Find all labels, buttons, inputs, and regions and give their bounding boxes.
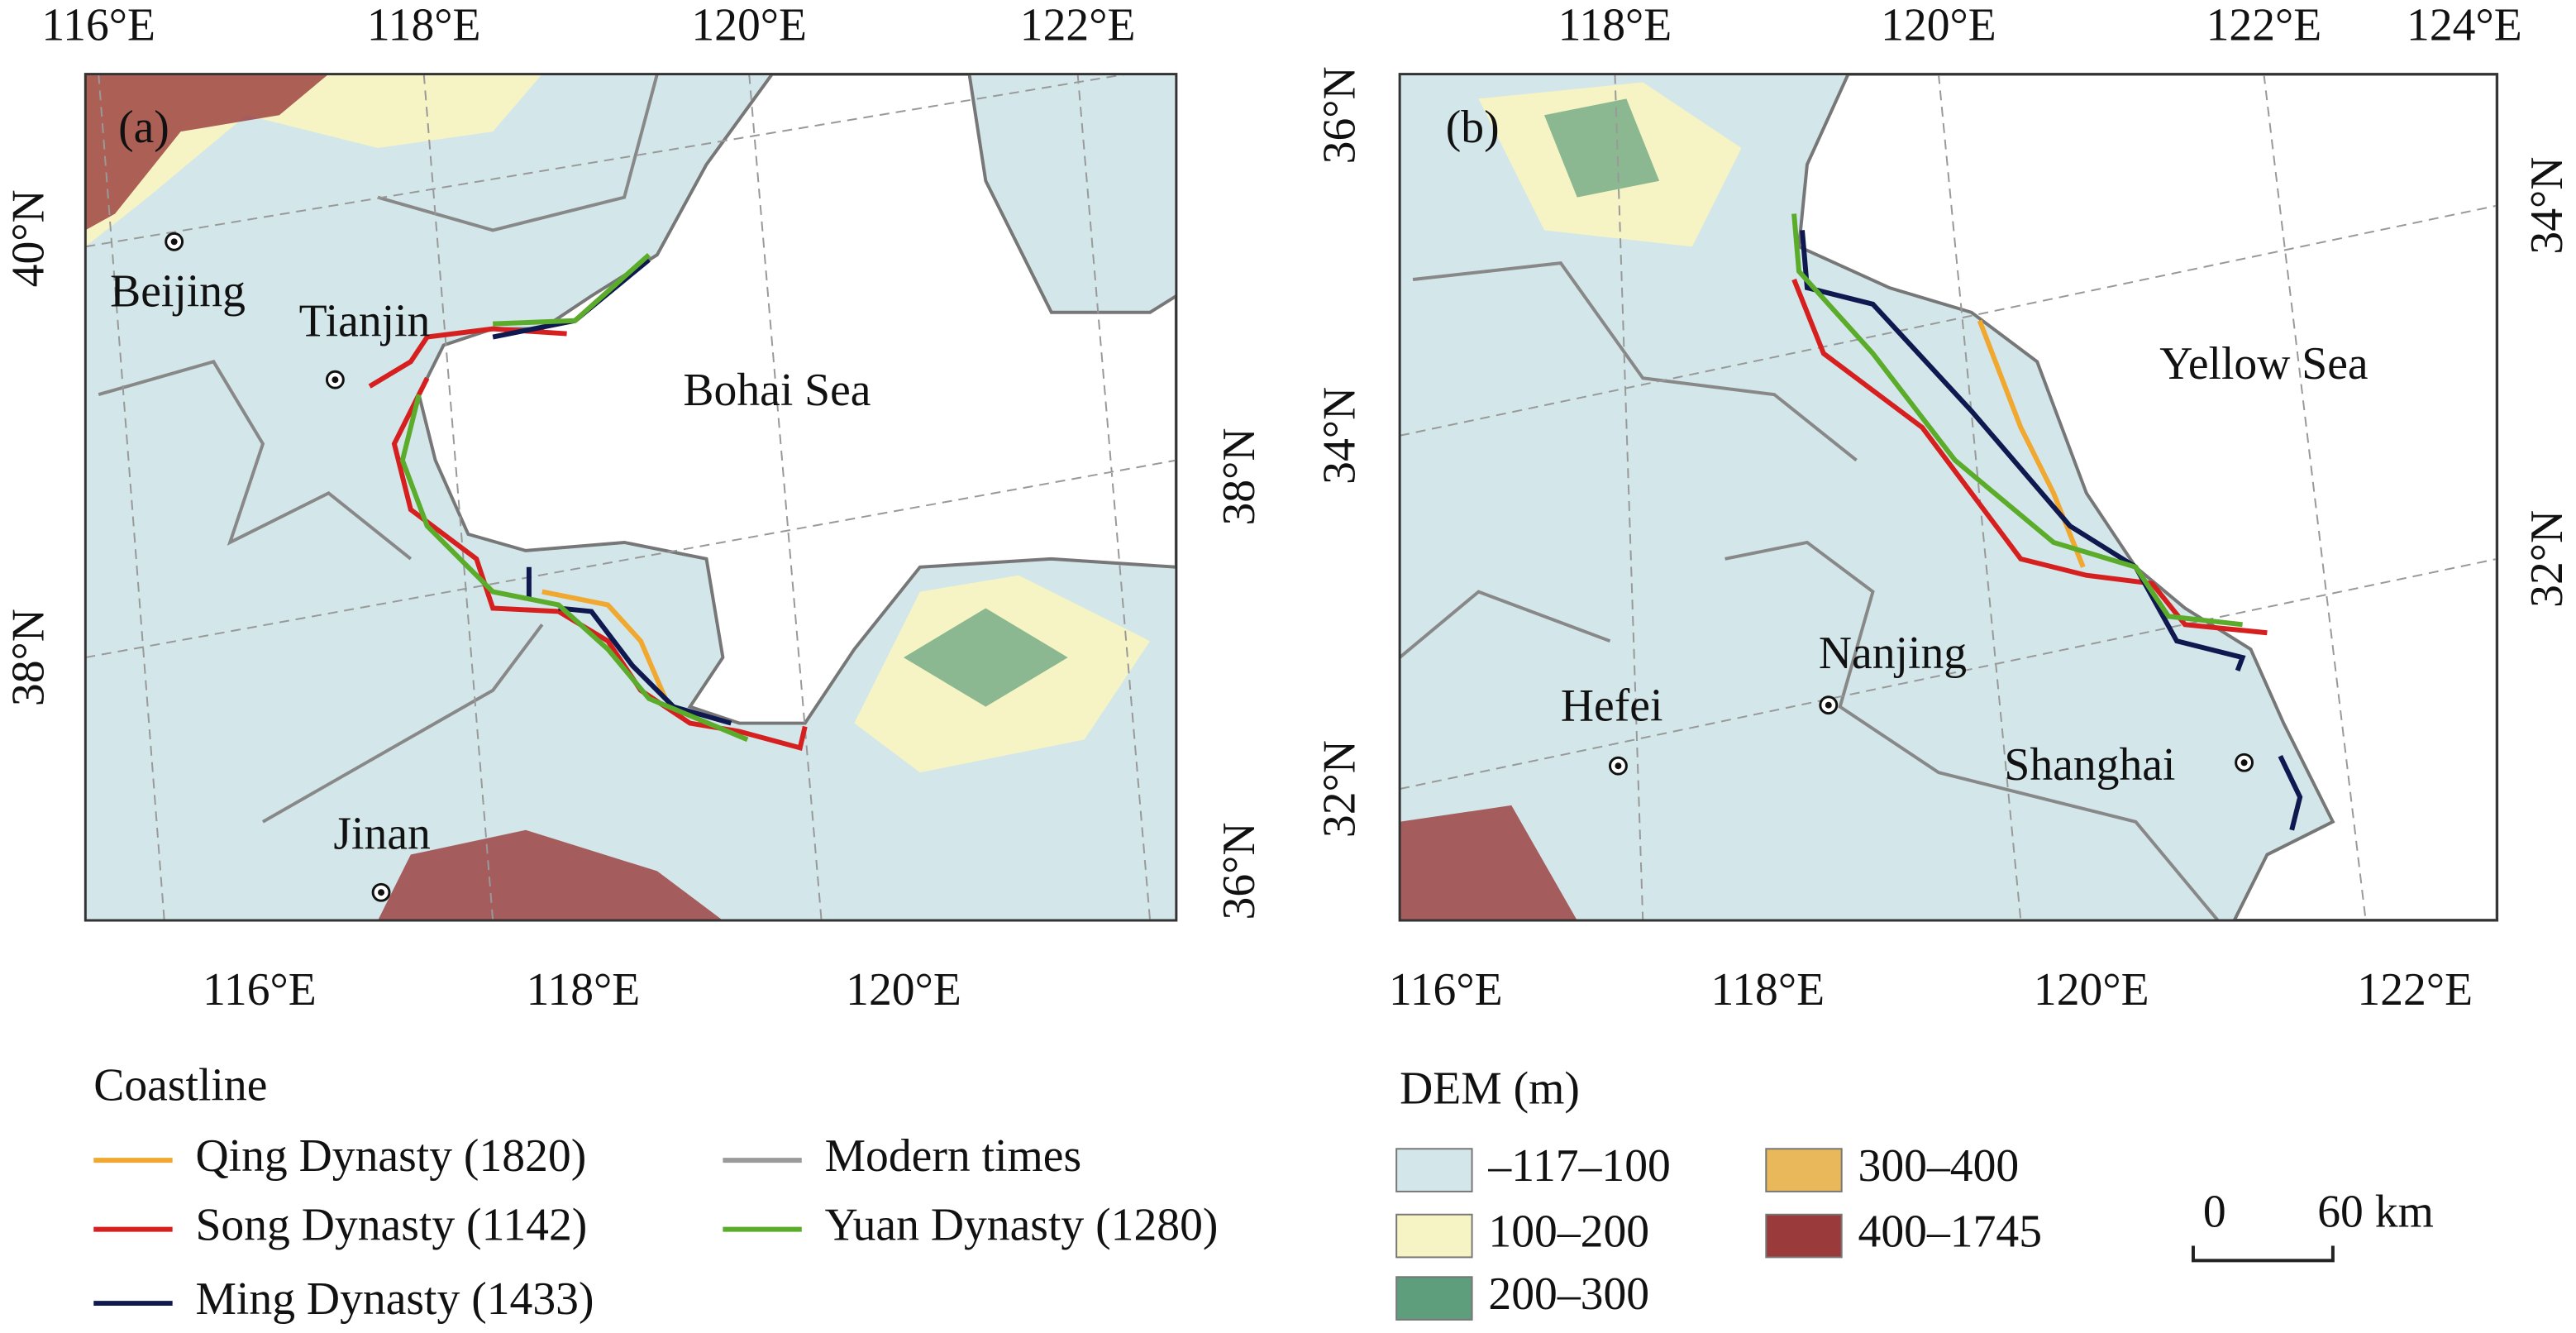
scale-bar xyxy=(2191,1245,2335,1263)
top-tick-label: 120°E xyxy=(1881,0,1996,51)
coastline xyxy=(1977,319,2086,568)
legend-swatch xyxy=(1395,1276,1473,1321)
top-tick-label: 120°E xyxy=(691,0,807,51)
coastline xyxy=(1791,213,2243,628)
top-tick-label: 118°E xyxy=(367,0,481,51)
legend-label: Qing Dynasty (1820) xyxy=(195,1130,586,1182)
coastline xyxy=(1791,278,2268,636)
panel-label: (b) xyxy=(1446,102,1500,153)
city-label: Hefei xyxy=(1561,680,1663,731)
top-tick-label: 124°E xyxy=(2407,0,2522,51)
bottom-tick-label: 120°E xyxy=(846,964,961,1015)
scale-label: 60 km xyxy=(2317,1186,2434,1237)
bottom-tick-label: 118°E xyxy=(1710,964,1825,1015)
frame-b xyxy=(1398,73,2499,922)
top-tick-label: 122°E xyxy=(1020,0,1136,51)
legend-label: Ming Dynasty (1433) xyxy=(195,1273,594,1325)
legend-swatch xyxy=(1395,1148,1473,1192)
top-tick-label: 118°E xyxy=(1558,0,1672,51)
city-marker-dot xyxy=(1825,701,1832,709)
panel-label: (a) xyxy=(118,102,169,153)
city-label: Tianjin xyxy=(299,295,431,346)
legend-swatch xyxy=(1765,1148,1843,1192)
bottom-tick-label: 116°E xyxy=(1389,964,1503,1015)
left-tick-label: 32°N xyxy=(1314,740,1365,838)
city-marker-dot xyxy=(170,238,178,246)
left-tick-label: 36°N xyxy=(1314,66,1365,164)
legend-label: 200–300 xyxy=(1488,1268,1649,1320)
top-tick-label: 116°E xyxy=(41,0,155,51)
right-tick-label: 36°N xyxy=(1214,822,1265,920)
bottom-tick-label: 120°E xyxy=(2034,964,2149,1015)
left-tick-label: 38°N xyxy=(3,609,55,706)
right-tick-label: 34°N xyxy=(2521,157,2573,255)
legend-label: 100–200 xyxy=(1488,1206,1649,1257)
map-a xyxy=(85,74,1176,921)
city-label: Jinan xyxy=(333,808,430,859)
frame-a xyxy=(83,73,1178,922)
city-label: Nanjing xyxy=(1819,628,1967,679)
right-tick-label: 38°N xyxy=(1214,428,1265,525)
legend-title: Coastline xyxy=(93,1059,267,1111)
scale-label: 0 xyxy=(2203,1186,2226,1237)
city-marker-dot xyxy=(332,376,339,384)
city-label: Shanghai xyxy=(2004,739,2175,791)
sea-label: Bohai Sea xyxy=(683,365,871,416)
bottom-tick-label: 122°E xyxy=(2357,964,2473,1015)
legend-label: 400–1745 xyxy=(1858,1206,2043,1257)
city-marker-dot xyxy=(378,889,385,896)
legend-label: Song Dynasty (1142) xyxy=(195,1199,587,1250)
legend-swatch xyxy=(1395,1213,1473,1259)
city-label: Beijing xyxy=(110,266,246,318)
bottom-tick-label: 118°E xyxy=(527,964,641,1015)
city-marker-dot xyxy=(1615,762,1622,770)
coastline xyxy=(399,252,749,743)
bottom-tick-label: 116°E xyxy=(203,964,317,1015)
city-marker-dot xyxy=(2240,759,2248,767)
coastline xyxy=(1800,230,2303,831)
legend-swatch xyxy=(1765,1213,1843,1259)
legend-label: –117–100 xyxy=(1487,1140,1670,1192)
map-b xyxy=(1400,74,2497,921)
legend-title: DEM (m) xyxy=(1400,1063,1580,1114)
legend-label: Modern times xyxy=(825,1130,1082,1182)
right-tick-label: 32°N xyxy=(2521,510,2573,608)
legend-label: Yuan Dynasty (1280) xyxy=(825,1199,1219,1250)
top-tick-label: 122°E xyxy=(2206,0,2322,51)
left-tick-label: 34°N xyxy=(1314,387,1365,485)
coastline xyxy=(541,589,668,700)
sea-label: Yellow Sea xyxy=(2159,338,2368,389)
left-tick-label: 40°N xyxy=(3,189,55,287)
legend-label: 300–400 xyxy=(1858,1140,2020,1192)
